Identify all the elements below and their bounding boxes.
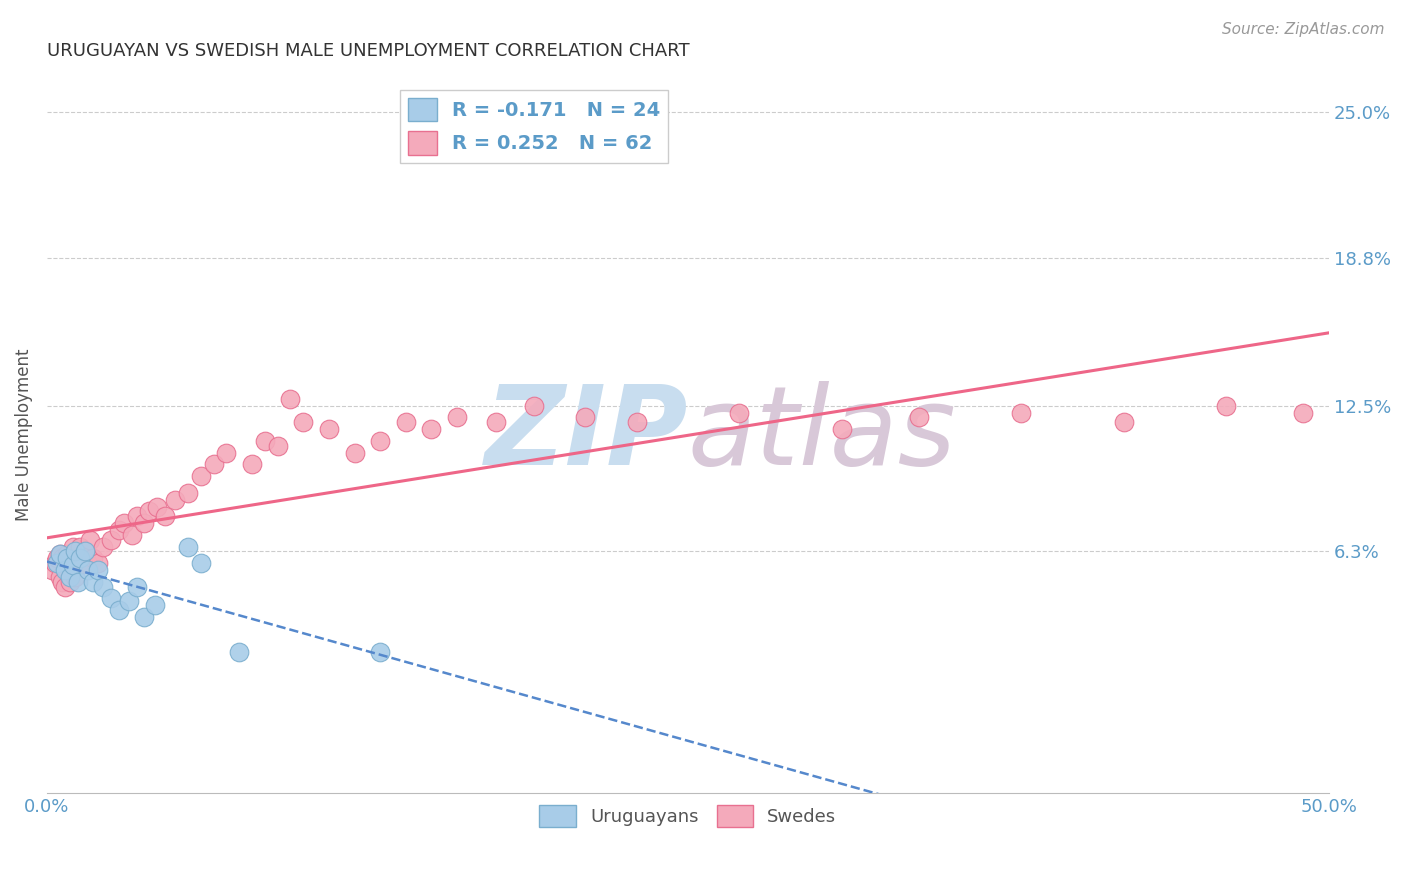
Point [63,544,86,558]
Point [118,593,141,607]
Point [62,540,84,554]
Point [69,540,91,554]
Point [446,410,468,425]
Point [48,547,70,561]
Point [368,434,391,448]
Point [91,540,114,554]
Point [574,410,596,425]
Point [228,645,250,659]
Point [46,556,69,570]
Point [72,551,94,566]
Point [292,415,315,429]
Point [66,558,89,573]
Point [82,574,104,589]
Point [75,544,97,558]
Point [165,492,187,507]
Point [728,406,751,420]
Y-axis label: Male Unemployment: Male Unemployment [15,349,32,521]
Point [215,445,238,459]
Point [87,556,110,570]
Point [107,603,129,617]
Point [107,523,129,537]
Point [153,509,176,524]
Point [125,509,148,524]
Point [63,570,86,584]
Point [523,399,546,413]
Point [77,563,100,577]
Point [343,445,366,459]
Point [138,504,160,518]
Point [125,580,148,594]
Point [280,392,302,406]
Point [87,563,110,577]
Point [190,556,212,570]
Point [368,645,391,659]
Point [51,574,73,589]
Point [1292,406,1315,420]
Point [100,591,122,606]
Point [82,551,104,566]
Point [48,570,70,584]
Point [56,563,79,577]
Point [91,580,114,594]
Point [77,556,100,570]
Point [69,551,91,566]
Point [190,469,212,483]
Point [1112,415,1135,429]
Text: atlas: atlas [688,382,956,489]
Point [46,551,69,566]
Point [420,422,443,436]
Point [253,434,276,448]
Point [177,485,200,500]
Point [48,547,70,561]
Text: Source: ZipAtlas.com: Source: ZipAtlas.com [1222,22,1385,37]
Point [59,574,82,589]
Point [75,544,97,558]
Point [1215,399,1237,413]
Point [63,551,86,566]
Point [56,551,79,566]
Point [202,458,225,472]
Point [831,422,853,436]
Point [53,563,76,577]
Point [266,438,288,452]
Point [318,422,340,436]
Point [66,574,89,589]
Point [134,516,156,530]
Point [51,551,73,566]
Point [59,570,82,584]
Point [53,580,76,594]
Text: ZIP: ZIP [485,382,688,489]
Point [79,533,101,547]
Point [484,415,506,429]
Point [41,563,63,577]
Point [121,528,143,542]
Point [1010,406,1032,420]
Point [100,533,122,547]
Point [143,599,166,613]
Point [240,458,263,472]
Legend: Uruguayans, Swedes: Uruguayans, Swedes [533,798,844,835]
Point [59,551,82,566]
Point [907,410,929,425]
Point [146,500,169,514]
Point [134,610,156,624]
Point [626,415,648,429]
Point [112,516,135,530]
Point [56,547,79,561]
Point [395,415,418,429]
Point [177,540,200,554]
Point [53,556,76,570]
Text: URUGUAYAN VS SWEDISH MALE UNEMPLOYMENT CORRELATION CHART: URUGUAYAN VS SWEDISH MALE UNEMPLOYMENT C… [46,42,689,60]
Point [62,558,84,573]
Point [44,556,66,570]
Point [62,556,84,570]
